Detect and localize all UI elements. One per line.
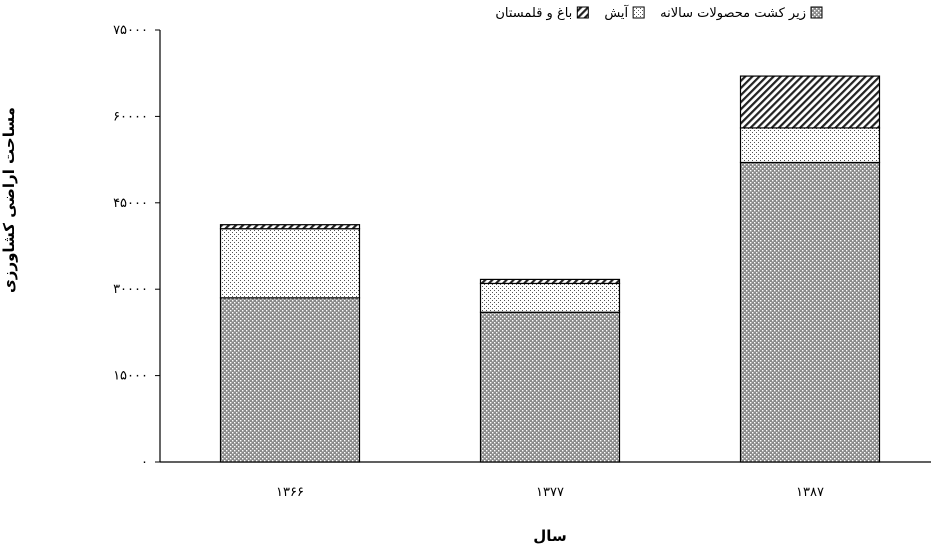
bar-segment-1-1 (219, 297, 361, 463)
y-tick-label: ۷۵۰۰۰ (113, 23, 148, 38)
y-tick-label: ۶۰۰۰۰ (113, 109, 148, 124)
bar-segment-2-3 (479, 278, 621, 285)
y-axis-title: مساحت اراضی کشاورزی (0, 107, 18, 293)
y-tick-label: ۳۰۰۰۰ (113, 282, 148, 297)
bar-segment-3-2 (739, 127, 881, 164)
x-axis-title: سال (533, 527, 566, 545)
bar-segment-1-3 (219, 224, 361, 230)
bars (219, 75, 881, 463)
y-tick-labels: ۰ ۱۵۰۰۰ ۳۰۰۰۰ ۴۵۰۰۰ ۶۰۰۰۰ ۷۵۰۰۰ (113, 23, 160, 470)
legend-label: آیش (604, 4, 629, 21)
x-tick-label: ۱۳۷۷ (536, 485, 564, 500)
x-tick-labels: ۱۳۶۶ ۱۳۷۷ ۱۳۸۷ (276, 485, 824, 500)
y-tick-label: ۱۵۰۰۰ (113, 369, 148, 384)
legend-swatch (576, 6, 589, 19)
x-tick-label: ۱۳۸۷ (796, 485, 824, 500)
legend-swatch (810, 6, 823, 19)
bar-segment-2-1 (479, 311, 621, 463)
bar-segment-3-1 (739, 161, 881, 463)
y-tick-label: ۰ (141, 455, 148, 470)
legend-label: باغ و قلمستان (495, 6, 572, 21)
legend-swatch (632, 6, 645, 19)
bar-segment-3-3 (739, 75, 881, 129)
y-tick-label: ۴۵۰۰۰ (113, 196, 148, 211)
bar-segment-2-2 (479, 282, 621, 313)
legend-label: زیر کشت محصولات سالانه (660, 6, 806, 21)
x-tick-label: ۱۳۶۶ (276, 485, 304, 500)
legend: زیر کشت محصولات سالانه آیش باغ و قلمستان (495, 4, 823, 21)
bar-segment-1-2 (219, 228, 361, 299)
